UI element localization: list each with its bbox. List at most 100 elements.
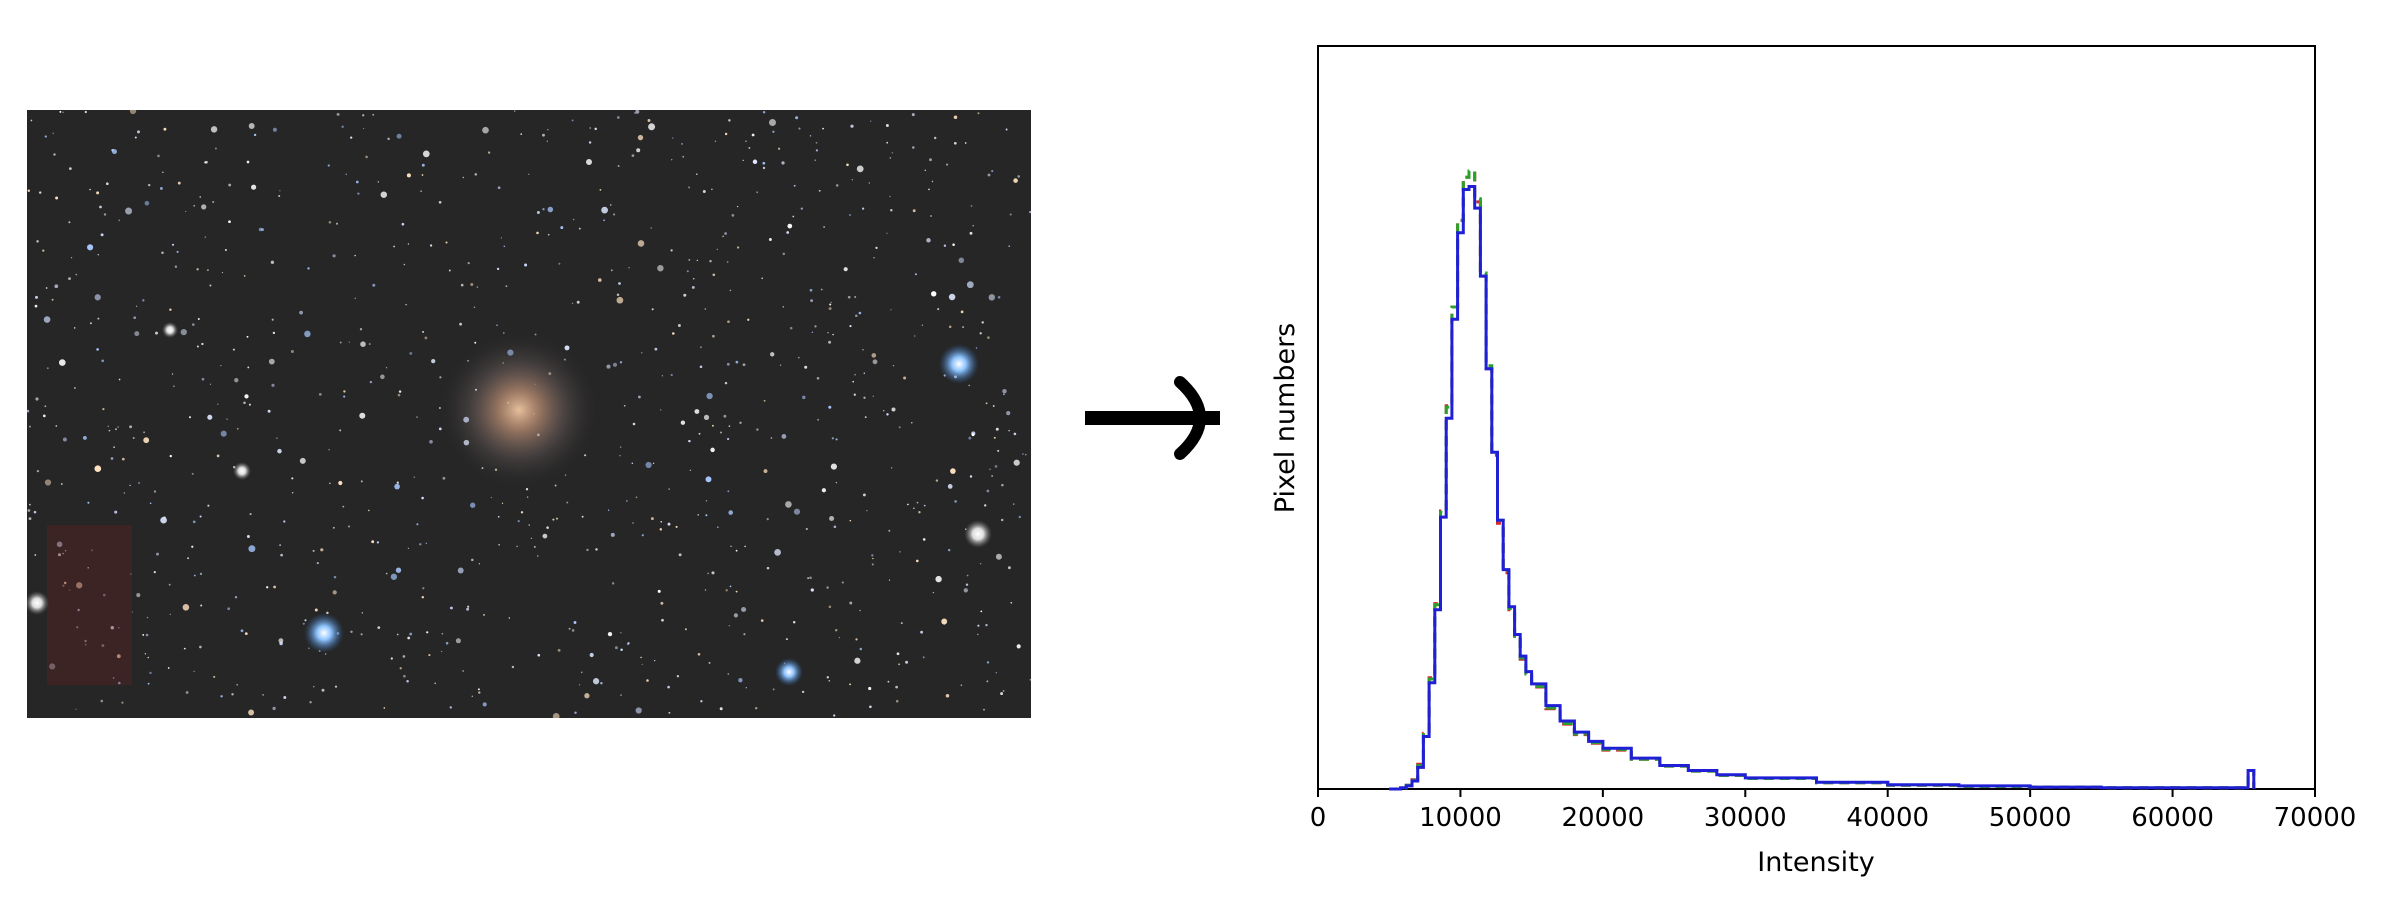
- star: [399, 667, 402, 670]
- star: [862, 493, 866, 497]
- star: [929, 158, 932, 162]
- star: [185, 691, 189, 694]
- star: [716, 526, 719, 529]
- star: [650, 227, 652, 229]
- star: [125, 207, 133, 215]
- star: [191, 472, 194, 475]
- star: [558, 262, 561, 265]
- star: [704, 589, 707, 591]
- star: [369, 380, 373, 384]
- right-arrow-icon: [1085, 376, 1220, 460]
- star: [339, 429, 342, 432]
- star: [946, 163, 949, 166]
- star: [962, 326, 965, 329]
- star: [890, 309, 892, 311]
- star: [728, 624, 731, 627]
- star: [393, 245, 395, 248]
- star: [228, 220, 231, 224]
- star: [62, 437, 67, 442]
- star: [438, 200, 442, 204]
- star: [818, 189, 821, 192]
- star: [850, 124, 854, 128]
- star: [863, 396, 866, 399]
- star: [246, 335, 249, 338]
- star: [354, 297, 356, 299]
- star: [641, 352, 643, 354]
- star: [762, 166, 766, 170]
- star: [405, 304, 407, 306]
- star: [434, 682, 437, 685]
- star: [243, 275, 246, 277]
- star: [895, 685, 898, 689]
- star: [729, 585, 732, 588]
- star: [810, 299, 813, 302]
- star: [43, 316, 51, 323]
- star: [30, 119, 33, 122]
- star: [960, 310, 964, 314]
- star: [314, 608, 318, 612]
- star: [168, 583, 171, 586]
- star: [626, 500, 628, 502]
- star: [801, 690, 805, 694]
- star: [341, 125, 344, 129]
- bright-blue-star: [939, 344, 979, 384]
- x-tick-label: 60000: [2131, 803, 2214, 833]
- star: [1010, 601, 1013, 604]
- star: [610, 269, 613, 272]
- star: [49, 663, 56, 670]
- star: [969, 475, 973, 478]
- star: [234, 595, 238, 599]
- star: [683, 293, 687, 297]
- star: [470, 283, 474, 286]
- star: [173, 385, 175, 388]
- star: [129, 425, 133, 429]
- star: [792, 215, 795, 218]
- star: [403, 263, 406, 266]
- star: [830, 301, 832, 303]
- star: [236, 684, 238, 686]
- star: [661, 618, 664, 622]
- star: [918, 510, 921, 514]
- star: [56, 541, 63, 548]
- star: [133, 316, 137, 320]
- star: [460, 283, 464, 287]
- star: [291, 492, 294, 494]
- star: [361, 612, 363, 614]
- star: [511, 665, 515, 669]
- star: [742, 363, 746, 367]
- star: [533, 545, 536, 548]
- star: [385, 572, 388, 575]
- star: [117, 426, 119, 428]
- star: [657, 589, 661, 593]
- star: [691, 285, 695, 289]
- star: [36, 469, 40, 473]
- star: [702, 190, 706, 193]
- star: [995, 553, 1002, 560]
- star: [96, 191, 100, 195]
- star: [931, 180, 934, 183]
- star: [36, 240, 39, 243]
- star: [887, 680, 890, 683]
- star: [835, 438, 838, 441]
- star: [724, 132, 728, 136]
- star: [953, 141, 957, 145]
- star: [994, 465, 998, 468]
- star: [228, 183, 232, 187]
- star: [421, 496, 424, 500]
- star: [635, 707, 642, 714]
- star: [626, 643, 629, 646]
- star: [711, 188, 713, 191]
- star: [231, 693, 234, 696]
- star: [58, 553, 61, 557]
- star: [971, 433, 975, 437]
- star: [118, 219, 121, 222]
- star: [212, 200, 215, 204]
- star: [797, 356, 800, 359]
- star: [716, 248, 718, 251]
- star: [552, 518, 555, 521]
- star: [895, 699, 899, 703]
- star: [278, 194, 281, 198]
- star: [177, 181, 181, 185]
- star: [528, 524, 530, 526]
- star: [705, 500, 708, 502]
